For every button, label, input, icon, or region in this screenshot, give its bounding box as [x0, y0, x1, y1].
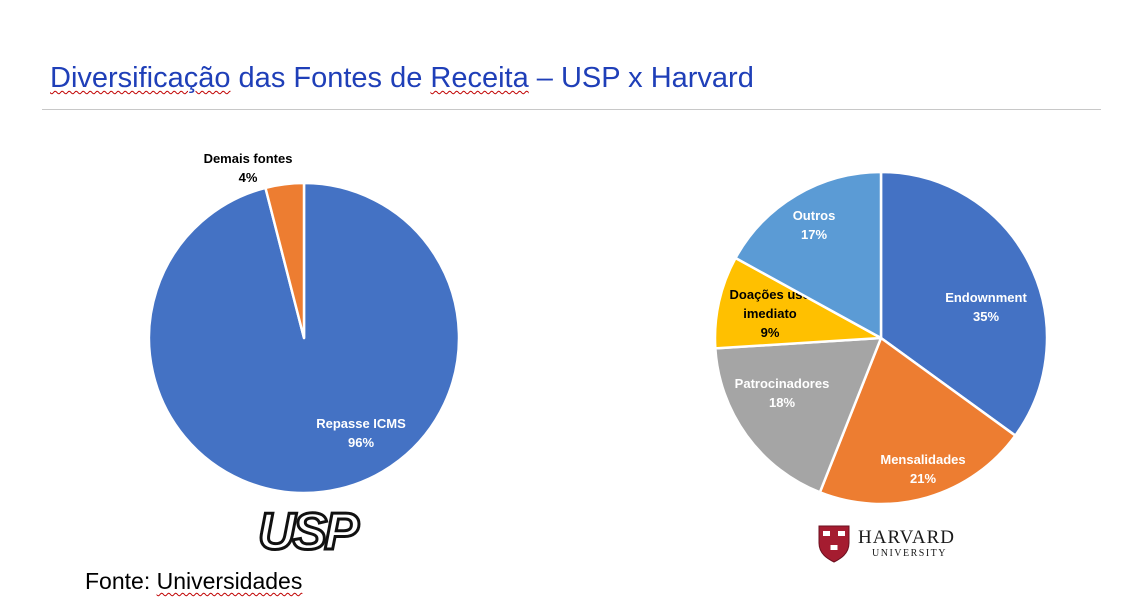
slide-title: Diversificação das Fontes de Receita – U… — [50, 62, 754, 95]
harvard-name: HARVARD — [858, 527, 955, 548]
source-word: Universidades — [156, 568, 303, 594]
title-part-3: Receita — [430, 62, 529, 94]
data-label-endownment: Endownment 35% — [945, 290, 1027, 324]
title-part-4: – USP x Harvard — [528, 62, 754, 94]
data-label-doacoes-uso-imediato: Doações uso imediato 9% — [730, 287, 811, 340]
source-note: Fonte: Universidades — [85, 568, 302, 595]
pie-slice-mensalidades — [818, 336, 1017, 506]
title-divider — [42, 109, 1101, 110]
source-prefix: Fonte: — [85, 568, 157, 594]
harvard-shield-icon — [818, 525, 850, 563]
pie-slice-endownment — [879, 170, 1049, 437]
usp-logo: USP — [257, 503, 361, 561]
harvard-university: UNIVERSITY — [872, 548, 947, 559]
pie-slice-outros — [734, 170, 883, 340]
pie-slice-patrocinadores — [714, 336, 883, 494]
data-label-repasse-icms: Repasse ICMS 96% — [316, 416, 406, 450]
data-label-demais-fontes: Demais fontes 4% — [204, 151, 293, 185]
title-part-1: Diversificação — [50, 62, 231, 94]
title-part-2: das Fontes de — [230, 62, 431, 94]
harvard-logo: HARVARD UNIVERSITY — [818, 525, 968, 565]
data-label-mensalidades: Mensalidades 21% — [880, 452, 965, 486]
data-label-patrocinadores: Patrocinadores 18% — [735, 376, 830, 410]
data-label-outros: Outros 17% — [793, 208, 836, 242]
pie-slice-doacoes-uso-imediato — [713, 256, 883, 350]
pie-slice-demais-fontes — [264, 181, 306, 340]
